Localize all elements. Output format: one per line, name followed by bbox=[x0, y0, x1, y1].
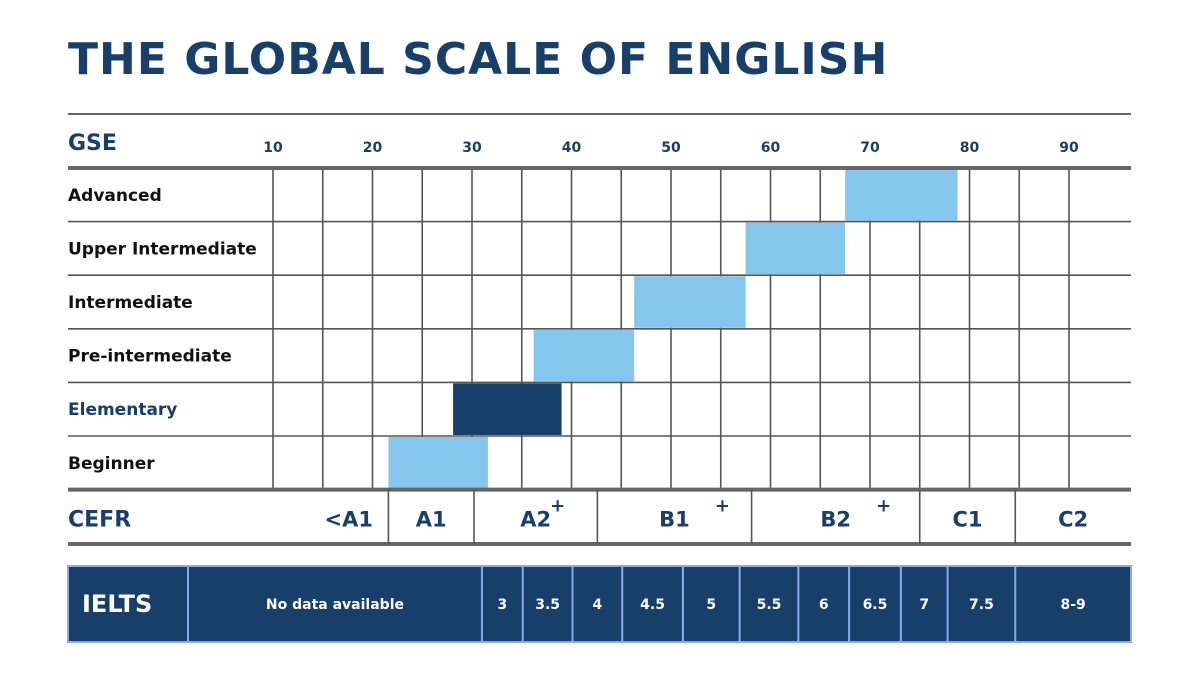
cefr-row: CEFR <A1 A1 A2+B1+B2+C1 C2 bbox=[68, 489, 1088, 544]
tick-label: 90 bbox=[1059, 140, 1079, 156]
tick-label: 70 bbox=[860, 140, 880, 156]
range-bars bbox=[388, 169, 958, 489]
row-label: Advanced bbox=[68, 186, 162, 206]
cefr-plus-mark: + bbox=[876, 496, 891, 517]
cefr-band-label: A2 bbox=[520, 508, 551, 532]
range-bar-intermediate bbox=[634, 276, 746, 328]
chart-labels: GSE 10 20 30 40 50 60 70 80 90 Advanced Upper Inter… bbox=[68, 131, 1079, 474]
cefr-plus-mark: + bbox=[715, 496, 730, 517]
ielts-band-label: 3 bbox=[497, 597, 507, 613]
tick-label: 80 bbox=[960, 140, 980, 156]
ielts-band-label: 8-9 bbox=[1060, 597, 1085, 613]
row-label: Beginner bbox=[68, 454, 155, 474]
ielts-band-label: 4.5 bbox=[640, 597, 665, 613]
ielts-band-label: 6 bbox=[819, 597, 829, 613]
tick-label: 10 bbox=[263, 140, 283, 156]
cefr-label: CEFR bbox=[68, 508, 131, 533]
tick-label: 60 bbox=[761, 140, 781, 156]
row-label: Elementary bbox=[68, 400, 177, 420]
ielts-band-label: 7.5 bbox=[969, 597, 994, 613]
ielts-band-label: 5 bbox=[706, 597, 716, 613]
chart-frame bbox=[68, 113, 1131, 546]
ielts-band-label: 6.5 bbox=[863, 597, 888, 613]
cefr-band-label: C1 bbox=[952, 508, 982, 532]
grid-lines bbox=[68, 168, 1131, 490]
ielts-label: IELTS bbox=[82, 590, 152, 618]
range-bar-upper-intermediate bbox=[745, 222, 846, 275]
row-label: Pre-intermediate bbox=[68, 347, 232, 367]
range-bar-advanced bbox=[845, 169, 958, 221]
ielts-band-label: 7 bbox=[919, 597, 929, 613]
cefr-band-label: C2 bbox=[1058, 508, 1088, 532]
tick-label: 40 bbox=[562, 140, 582, 156]
cefr-band-label: <A1 bbox=[324, 508, 372, 532]
page-title: THE GLOBAL SCALE OF ENGLISH bbox=[68, 34, 889, 85]
ielts-row: IELTS No data available 3 3.5 4 4.5 5 5.5 6 6.5 7 7… bbox=[67, 565, 1132, 643]
tick-label: 30 bbox=[462, 140, 482, 156]
range-bar-beginner bbox=[388, 437, 488, 489]
row-label: Upper Intermediate bbox=[68, 239, 257, 259]
ielts-band-label: 3.5 bbox=[535, 597, 560, 613]
cefr-band-label: A1 bbox=[416, 508, 447, 532]
ielts-band-label: 4 bbox=[592, 597, 602, 613]
cefr-band-label: B2 bbox=[820, 508, 851, 532]
axis-label-gse: GSE bbox=[68, 131, 117, 156]
range-bar-elementary bbox=[453, 383, 562, 435]
tick-label: 50 bbox=[661, 140, 681, 156]
ielts-band-label: 5.5 bbox=[757, 597, 782, 613]
range-bar-pre-intermediate bbox=[533, 329, 635, 382]
ielts-background bbox=[67, 565, 1132, 643]
tick-label: 20 bbox=[363, 140, 383, 156]
cefr-plus-mark: + bbox=[550, 496, 565, 517]
cefr-band-label: B1 bbox=[659, 508, 690, 532]
row-label: Intermediate bbox=[68, 293, 193, 313]
ielts-band-label: No data available bbox=[266, 597, 404, 613]
